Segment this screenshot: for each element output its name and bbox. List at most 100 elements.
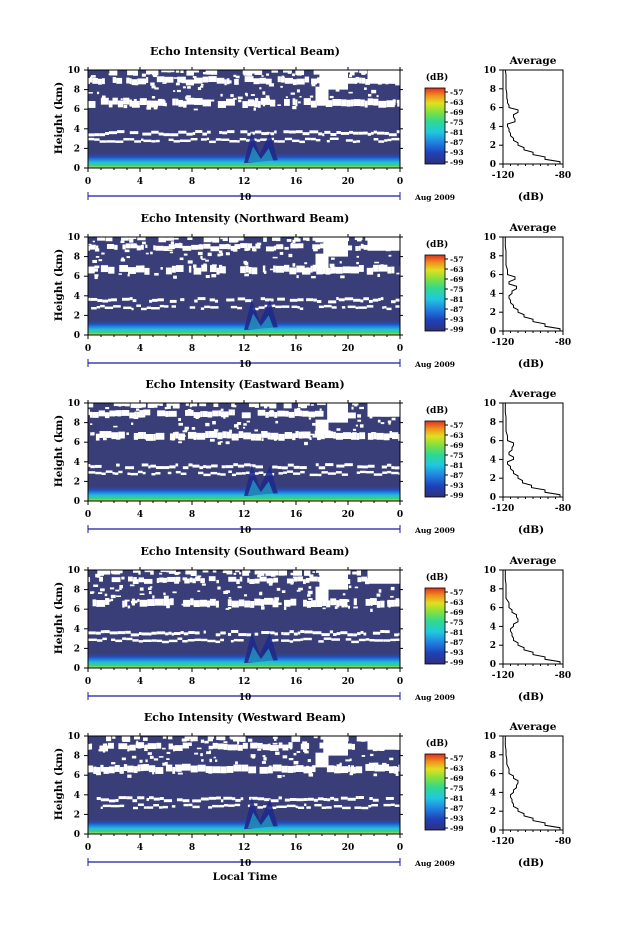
x-tick-label: 4: [137, 677, 143, 687]
no-echo-cell: [207, 412, 212, 418]
no-echo-cell: [216, 580, 219, 583]
no-echo-cell: [323, 798, 327, 801]
no-echo-cell: [267, 132, 270, 135]
no-echo-cell: [313, 249, 318, 251]
no-echo-cell: [255, 403, 259, 408]
no-echo-cell: [202, 583, 206, 585]
no-echo-cell: [261, 599, 264, 606]
no-echo-cell: [118, 631, 125, 634]
avg-title: Average: [509, 222, 557, 234]
colorbar-tick-label: -99: [450, 824, 464, 833]
no-echo-cell: [332, 306, 337, 308]
no-echo-cell: [331, 600, 336, 602]
no-echo-cell: [276, 266, 284, 273]
no-echo-cell: [322, 133, 324, 136]
no-echo-cell: [378, 101, 386, 108]
no-echo-cell: [118, 100, 123, 107]
no-echo-cell: [244, 248, 248, 251]
no-echo-cell: [384, 132, 389, 135]
no-echo-cell: [337, 764, 341, 766]
no-echo-cell: [196, 417, 199, 419]
no-echo-cell: [326, 600, 330, 607]
no-echo-cell: [170, 598, 174, 605]
no-echo-cell: [94, 138, 99, 140]
no-echo-cell: [139, 632, 142, 635]
no-echo-cell: [143, 472, 146, 474]
date-suffix: Aug 2009: [414, 693, 455, 702]
no-echo-cell: [101, 253, 104, 255]
colorbar-tick-label: -75: [450, 285, 464, 294]
no-echo-cell: [353, 633, 357, 636]
x-tick-label: 0: [85, 843, 91, 853]
no-echo-cell: [101, 798, 109, 801]
no-echo-cell: [210, 439, 215, 442]
no-echo-cell: [240, 434, 245, 437]
colorbar-tick-label: -87: [450, 471, 464, 480]
no-echo-cell: [288, 254, 292, 257]
no-echo-cell: [166, 237, 174, 241]
date-suffix: Aug 2009: [414, 526, 455, 535]
no-echo-cell: [115, 472, 119, 474]
no-echo-cell: [188, 409, 192, 411]
no-echo-cell: [388, 403, 396, 407]
no-echo-cell: [132, 639, 138, 641]
avg-y-tick-label: 10: [483, 233, 496, 243]
no-echo-cell: [348, 306, 356, 308]
no-echo-cell: [387, 464, 391, 467]
no-echo-cell: [111, 432, 118, 439]
date-label: 10: [239, 526, 252, 536]
no-echo-cell: [316, 87, 329, 102]
no-echo-cell: [190, 578, 193, 583]
x-tick-label: 0: [85, 177, 91, 187]
no-echo-cell: [361, 577, 367, 582]
no-echo-cell: [90, 423, 92, 425]
no-echo-cell: [349, 101, 353, 103]
no-echo-cell: [305, 77, 309, 83]
no-echo-cell: [337, 771, 341, 774]
no-echo-cell: [232, 434, 239, 441]
no-echo-cell: [176, 83, 180, 86]
no-echo-cell: [381, 264, 384, 266]
no-echo-cell: [161, 570, 165, 572]
no-echo-cell: [345, 297, 353, 300]
y-tick-label: 6: [74, 605, 80, 615]
no-echo-cell: [92, 78, 98, 84]
no-echo-cell: [368, 805, 371, 807]
no-echo-cell: [226, 441, 230, 444]
no-echo-cell: [308, 598, 312, 600]
no-echo-cell: [271, 799, 279, 802]
no-echo-cell: [188, 260, 193, 263]
colorbar-tick-label: -93: [450, 814, 464, 823]
no-echo-cell: [293, 472, 300, 474]
no-echo-cell: [203, 264, 206, 266]
no-echo-cell: [282, 590, 285, 593]
no-echo-cell: [309, 130, 318, 133]
no-echo-cell: [233, 463, 238, 466]
no-echo-cell: [356, 307, 359, 309]
no-echo-cell: [366, 599, 370, 606]
no-echo-cell: [308, 591, 313, 594]
no-echo-cell: [363, 633, 366, 636]
no-echo-cell: [374, 774, 378, 777]
x-tick-label: 8: [189, 843, 195, 853]
no-echo-cell: [203, 244, 210, 249]
no-echo-cell: [203, 465, 206, 468]
no-echo-cell: [150, 465, 156, 468]
y-axis-label: Height (km): [53, 582, 65, 654]
no-echo-cell: [350, 773, 353, 776]
no-echo-cell: [195, 130, 202, 133]
no-echo-cell: [137, 747, 141, 749]
no-echo-cell: [150, 756, 153, 759]
no-echo-cell: [244, 274, 249, 277]
no-echo-cell: [218, 743, 224, 749]
no-echo-cell: [357, 632, 361, 635]
no-echo-cell: [88, 639, 97, 641]
no-echo-cell: [290, 582, 293, 585]
no-echo-cell: [176, 99, 179, 106]
no-echo-cell: [102, 78, 105, 84]
no-echo-cell: [98, 592, 102, 594]
no-echo-cell: [185, 410, 194, 416]
no-echo-cell: [210, 298, 215, 301]
no-echo-cell: [132, 756, 136, 759]
